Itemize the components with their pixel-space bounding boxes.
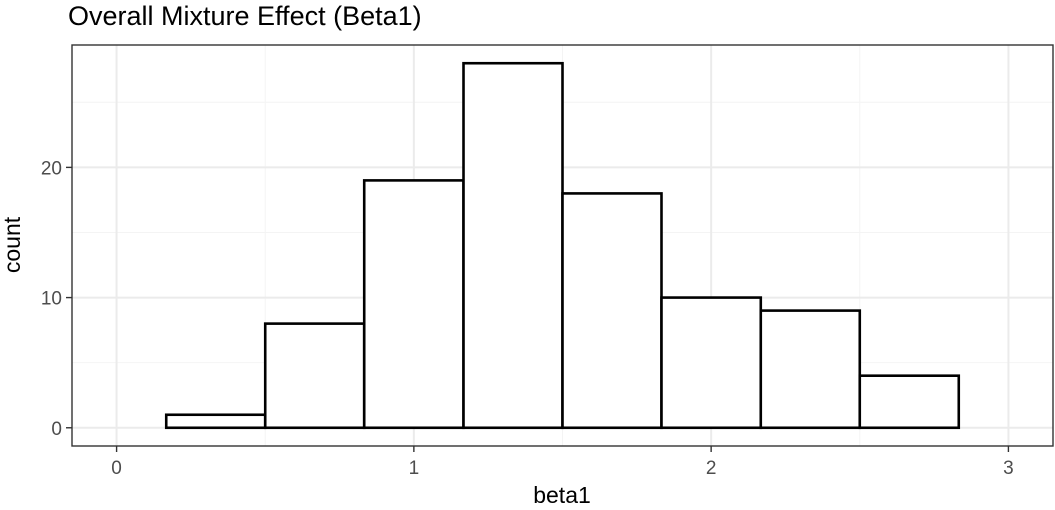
y-axis-title: count	[0, 216, 25, 273]
plot-panel-border	[71, 44, 1054, 447]
histogram-bar	[462, 61, 564, 430]
histogram-bar	[263, 322, 366, 430]
x-axis-ticks: 0 1 2 3	[111, 446, 1014, 479]
x-tick-label: 0	[111, 458, 122, 479]
x-tick-label: 1	[409, 458, 420, 479]
x-axis-title: beta1	[533, 482, 591, 508]
chart-title: Overall Mixture Effect (Beta1)	[68, 1, 422, 31]
histogram-bar	[660, 296, 763, 430]
histogram-bar	[561, 192, 663, 430]
y-tick-label: 20	[41, 158, 62, 179]
histogram-bars	[164, 61, 961, 430]
x-tick-label: 2	[706, 458, 717, 479]
histogram-bar	[164, 413, 267, 430]
y-tick-label: 10	[41, 289, 62, 310]
histogram-bar	[759, 309, 862, 430]
histogram-bar	[362, 179, 465, 430]
histogram-bar	[858, 374, 961, 430]
x-tick-label: 3	[1003, 458, 1014, 479]
y-tick-label: 0	[51, 419, 62, 440]
y-axis-ticks: 0 10 20	[41, 158, 72, 440]
